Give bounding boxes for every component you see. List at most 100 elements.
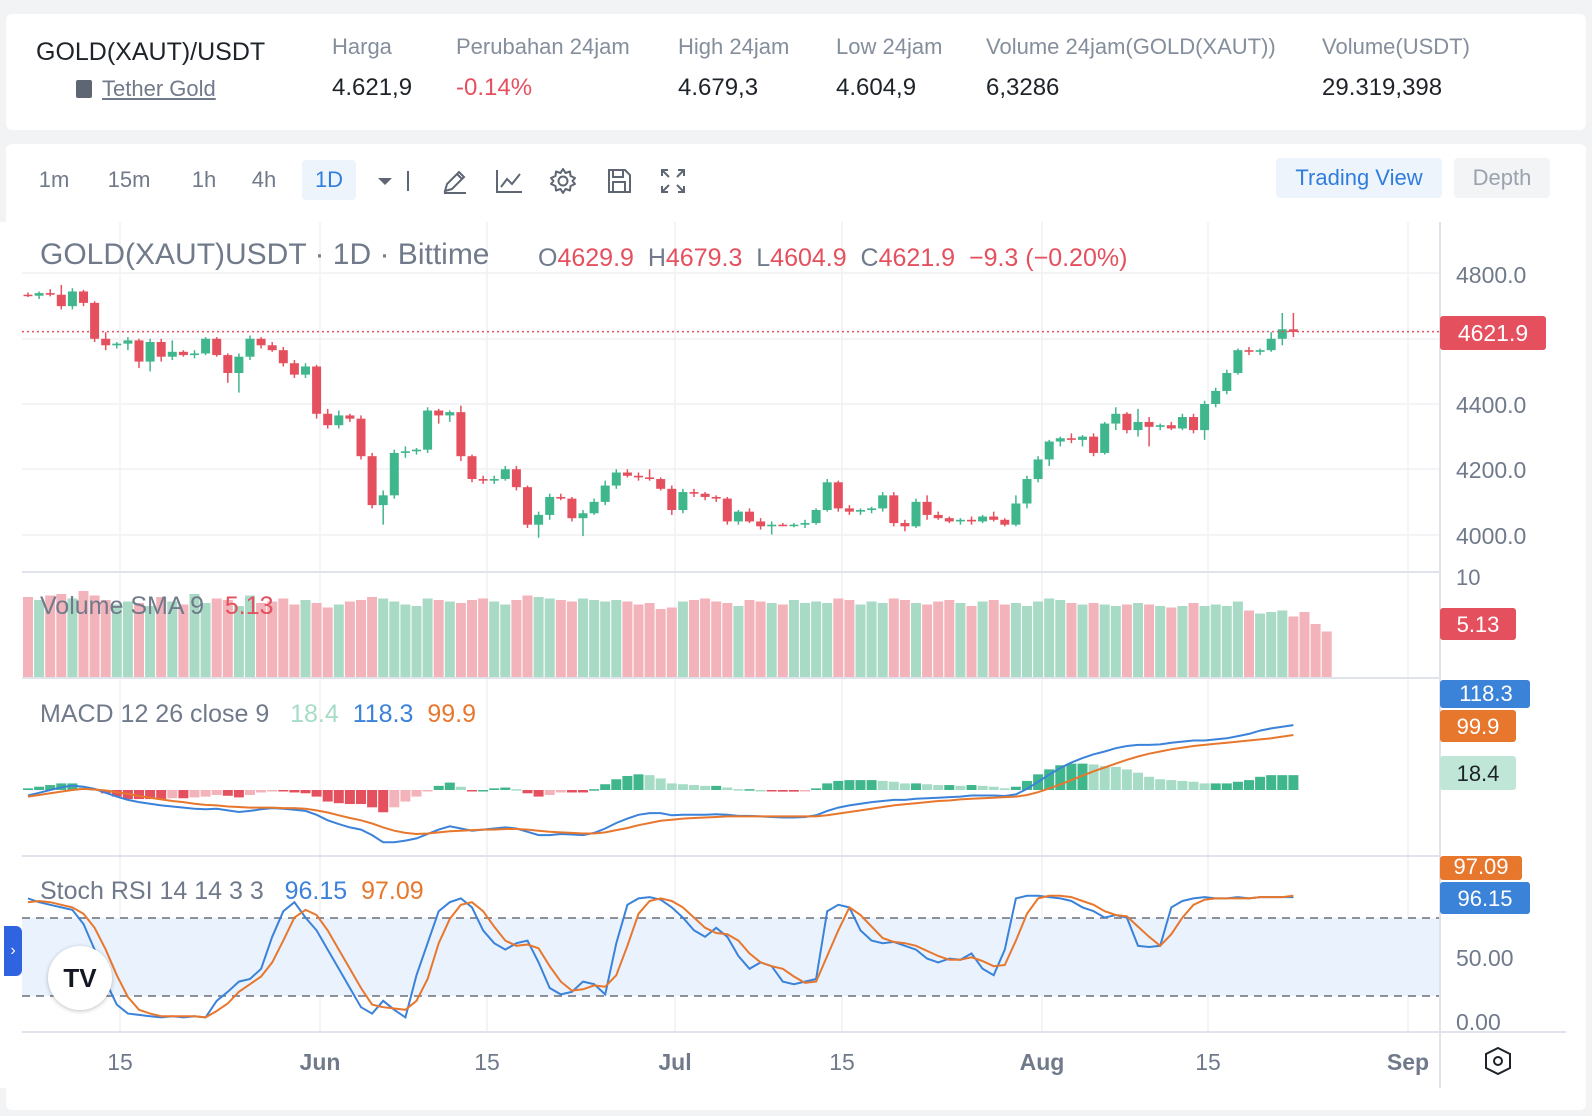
volume-bar xyxy=(977,601,988,678)
expand-panel-button[interactable]: › xyxy=(4,926,22,976)
c-value: 4621.9 xyxy=(878,244,956,272)
macd-label: MACD 12 26 close 9 xyxy=(40,700,270,728)
macd-hist-bar xyxy=(666,783,677,790)
candle-body xyxy=(856,510,865,512)
macd-hist-bar xyxy=(1232,781,1243,790)
volume-bar xyxy=(444,601,455,678)
time-tick: Jun xyxy=(300,1049,341,1075)
stoch-band xyxy=(22,918,1440,996)
macd-hist-bar xyxy=(622,775,633,790)
volume-bar xyxy=(1099,604,1110,678)
stat-value: 29.319,398 xyxy=(1322,74,1443,101)
candle-body xyxy=(656,479,666,489)
volume-bar xyxy=(145,606,156,678)
candle-body xyxy=(800,523,810,525)
volume-bar xyxy=(800,603,810,678)
price-tick: 4800.0 xyxy=(1456,262,1526,288)
macd-hist-bar xyxy=(555,790,566,793)
stat-change: Perubahan 24jam -0.14% xyxy=(456,34,630,102)
volume-bar xyxy=(1288,616,1299,678)
volume-bar xyxy=(999,604,1010,678)
candle-body xyxy=(944,518,954,522)
o-label: O xyxy=(538,244,558,272)
volume-bar xyxy=(1310,624,1321,678)
volume-bar xyxy=(433,600,444,678)
volume-bar xyxy=(722,603,733,678)
macd-hist-bar xyxy=(988,786,999,790)
candle-body xyxy=(722,498,732,522)
interval-1d[interactable]: 1D xyxy=(302,160,356,200)
stat-value: 6,3286 xyxy=(986,74,1060,101)
l-value: 4604.9 xyxy=(770,244,847,272)
stat-high: High 24jam 4.679,3 xyxy=(678,34,789,102)
chart-settings-icon[interactable] xyxy=(1485,1046,1511,1076)
volume-bar xyxy=(200,603,211,678)
tradingview-logo[interactable]: TV xyxy=(48,946,112,1010)
macd-hist-bar xyxy=(400,790,411,802)
candle-body xyxy=(811,510,821,524)
interval-15m[interactable]: 15m xyxy=(107,167,151,192)
volume-bar xyxy=(1066,603,1077,678)
macd-hist-bar xyxy=(966,785,977,790)
candle-body xyxy=(989,516,999,520)
volume-bar xyxy=(278,598,289,678)
volume-bar xyxy=(1133,603,1143,678)
pencil-icon[interactable] xyxy=(440,166,470,196)
stat-label: Harga xyxy=(332,34,392,59)
candle-body xyxy=(1044,441,1054,460)
tab-trading-view[interactable]: Trading View xyxy=(1276,158,1442,198)
fullscreen-icon[interactable] xyxy=(658,166,688,196)
volume-bar xyxy=(1077,604,1088,678)
volume-bar xyxy=(467,600,477,678)
svg-text:118.3: 118.3 xyxy=(1459,681,1512,706)
volume-bar xyxy=(922,604,933,678)
tab-depth[interactable]: Depth xyxy=(1454,158,1550,198)
candle-body xyxy=(234,356,244,374)
volume-bar xyxy=(1177,606,1188,678)
volume-bar xyxy=(755,601,766,678)
save-icon[interactable] xyxy=(604,166,634,196)
interval-1h[interactable]: 1h xyxy=(191,167,217,192)
macd-hist-bar xyxy=(522,790,533,794)
volume-bar xyxy=(300,600,311,678)
stat-low: Low 24jam 4.604,9 xyxy=(836,34,942,102)
stoch-d-line xyxy=(27,894,1294,1019)
macd-hist-bar xyxy=(611,779,622,790)
interval-1m[interactable]: 1m xyxy=(38,167,70,192)
o-value: 4629.9 xyxy=(557,244,634,272)
candle-body xyxy=(645,477,655,480)
change-value: −9.3 (−0.20%) xyxy=(968,244,1128,272)
indicator-icon[interactable] xyxy=(494,166,524,196)
candle-body xyxy=(822,482,832,511)
volume-badge: 5.13 xyxy=(1440,608,1516,640)
candle-body xyxy=(301,366,310,375)
price-tick: 4000.0 xyxy=(1456,523,1526,549)
macd-pane-label: MACD 12 26 close 9 18.4 118.3 99.9 xyxy=(40,700,476,729)
volume-bars xyxy=(23,591,1332,678)
signal-badge: 99.9 xyxy=(1440,710,1516,742)
volume-bar xyxy=(955,603,966,678)
macd-hist-bar xyxy=(1133,772,1143,790)
candle-body xyxy=(1055,438,1065,442)
macd-hist-bar xyxy=(422,790,433,792)
volume-bar xyxy=(544,598,555,678)
chevron-down-icon[interactable] xyxy=(370,166,400,196)
macd-hist-bar xyxy=(1044,769,1055,790)
token-name-link[interactable]: Tether Gold xyxy=(76,76,216,102)
macd-hist-bar xyxy=(1088,764,1099,790)
gear-icon[interactable] xyxy=(548,166,578,196)
interval-4h[interactable]: 4h xyxy=(251,167,277,192)
macd-hist-bar xyxy=(45,785,56,790)
volume-bar xyxy=(211,598,222,678)
macd-hist-bar xyxy=(1210,783,1221,790)
candle-body xyxy=(389,452,399,496)
price-tick: 4200.0 xyxy=(1456,457,1526,483)
macd-hist-bar xyxy=(877,780,888,790)
candle-body xyxy=(1200,404,1210,431)
candle-body xyxy=(511,469,521,488)
stat-value: 4.621,9 xyxy=(332,74,413,101)
macd-hist-bar xyxy=(711,785,722,790)
volume-bar xyxy=(1277,610,1288,678)
macd-hist-bar xyxy=(489,788,500,790)
